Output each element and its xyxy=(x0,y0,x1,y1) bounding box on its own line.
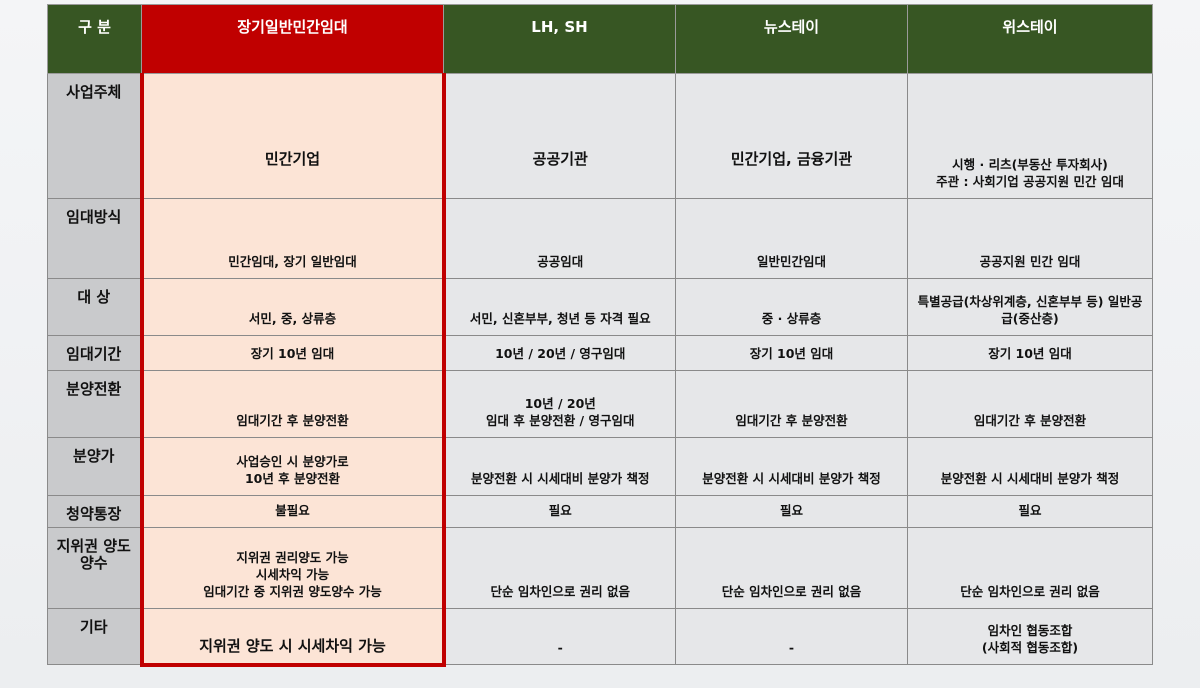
table-row: 분양가 사업승인 시 분양가로 10년 후 분양전환 분양전환 시 시세대비 분양가… xyxy=(47,437,1153,496)
table-cell: 일반민간임대 xyxy=(675,198,908,279)
table-cell: 단순 임차인으로 권리 없음 xyxy=(907,527,1153,609)
table-cell: 공공기관 xyxy=(443,73,676,199)
table-cell: 단순 임차인으로 권리 없음 xyxy=(443,527,676,609)
table-cell: 공공지원 민간 임대 xyxy=(907,198,1153,279)
table-row: 분양전환 임대기간 후 분양전환 10년 / 20년 임대 후 분양전환 / 영구임… xyxy=(47,370,1153,438)
comparison-table: 구 분 장기일반민간임대 LH, SH 뉴스테이 위스테이 사업주체 민간기업 공공… xyxy=(47,4,1153,667)
table-cell: 서민, 신혼부부, 청년 등 자격 필요 xyxy=(443,278,676,336)
table-row: 대 상 서민, 중, 상류층 서민, 신혼부부, 청년 등 자격 필요 중 · 상류층… xyxy=(47,278,1153,336)
table-cell: 임대기간 후 분양전환 xyxy=(139,370,446,438)
table-row: 지위권 양도양수 지위권 권리양도 가능 시세차익 가능 임대기간 중 지위권 양… xyxy=(47,527,1153,609)
table-cell: 분양전환 시 시세대비 분양가 책정 xyxy=(907,437,1153,496)
row-label: 분양전환 xyxy=(47,370,142,438)
table-cell: 임대기간 후 분양전환 xyxy=(907,370,1153,438)
table-cell: - xyxy=(675,608,908,665)
table-cell: 사업승인 시 분양가로 10년 후 분양전환 xyxy=(139,437,446,496)
table-cell: 필요 xyxy=(907,495,1153,528)
row-label: 임대기간 xyxy=(47,335,142,371)
table-cell: 장기 10년 임대 xyxy=(907,335,1153,371)
table-cell: - xyxy=(443,608,676,665)
table-cell: 단순 임차인으로 권리 없음 xyxy=(675,527,908,609)
table-cell: 서민, 중, 상류층 xyxy=(139,278,446,336)
table-cell: 임대기간 후 분양전환 xyxy=(675,370,908,438)
row-label: 임대방식 xyxy=(47,198,142,279)
table-row: 기타 지위권 양도 시 시세차익 가능 - - 임차인 협동조합 (사회적 협동조합) xyxy=(47,608,1153,667)
table-cell: 10년 / 20년 임대 후 분양전환 / 영구임대 xyxy=(443,370,676,438)
table-cell: 장기 10년 임대 xyxy=(139,335,446,371)
table-cell: 민간임대, 장기 일반임대 xyxy=(139,198,446,279)
table-row: 청약통장 불필요 필요 필요 필요 xyxy=(47,495,1153,528)
row-label: 분양가 xyxy=(47,437,142,496)
header-we-stay: 위스테이 xyxy=(907,4,1153,74)
row-label: 지위권 양도양수 xyxy=(47,527,142,609)
header-new-stay: 뉴스테이 xyxy=(675,4,908,74)
table-cell: 분양전환 시 시세대비 분양가 책정 xyxy=(675,437,908,496)
table-cell: 임차인 협동조합 (사회적 협동조합) xyxy=(907,608,1153,665)
table-cell: 지위권 양도 시 시세차익 가능 xyxy=(139,608,446,667)
table-row: 임대방식 민간임대, 장기 일반임대 공공임대 일반민간임대 공공지원 민간 임대 xyxy=(47,198,1153,279)
table-cell: 민간기업, 금융기관 xyxy=(675,73,908,199)
header-lh-sh: LH, SH xyxy=(443,4,676,74)
table-cell: 장기 10년 임대 xyxy=(675,335,908,371)
table-cell: 필요 xyxy=(675,495,908,528)
table-cell: 공공임대 xyxy=(443,198,676,279)
table-cell: 필요 xyxy=(443,495,676,528)
table-cell: 지위권 권리양도 가능 시세차익 가능 임대기간 중 지위권 양도양수 가능 xyxy=(139,527,446,609)
table-cell: 시행 · 리츠(부동산 투자회사) 주관 : 사회기업 공공지원 민간 임대 xyxy=(907,73,1153,199)
row-label: 사업주체 xyxy=(47,73,142,199)
table-cell: 분양전환 시 시세대비 분양가 책정 xyxy=(443,437,676,496)
table-cell: 10년 / 20년 / 영구임대 xyxy=(443,335,676,371)
row-label: 청약통장 xyxy=(47,495,142,528)
header-category: 구 분 xyxy=(47,4,142,74)
table-cell: 불필요 xyxy=(139,495,446,528)
row-label: 대 상 xyxy=(47,278,142,336)
table-cell: 민간기업 xyxy=(139,73,446,199)
table-row: 임대기간 장기 10년 임대 10년 / 20년 / 영구임대 장기 10년 임대 장기… xyxy=(47,335,1153,371)
table-cell: 중 · 상류층 xyxy=(675,278,908,336)
header-long-term-private-rental: 장기일반민간임대 xyxy=(141,4,444,74)
row-label: 기타 xyxy=(47,608,142,665)
table-row: 사업주체 민간기업 공공기관 민간기업, 금융기관 시행 · 리츠(부동산 투자회사) … xyxy=(47,73,1153,199)
table-cell: 특별공급(차상위계층, 신혼부부 등) 일반공급(중산층) xyxy=(907,278,1153,336)
header-row: 구 분 장기일반민간임대 LH, SH 뉴스테이 위스테이 xyxy=(47,4,1153,74)
